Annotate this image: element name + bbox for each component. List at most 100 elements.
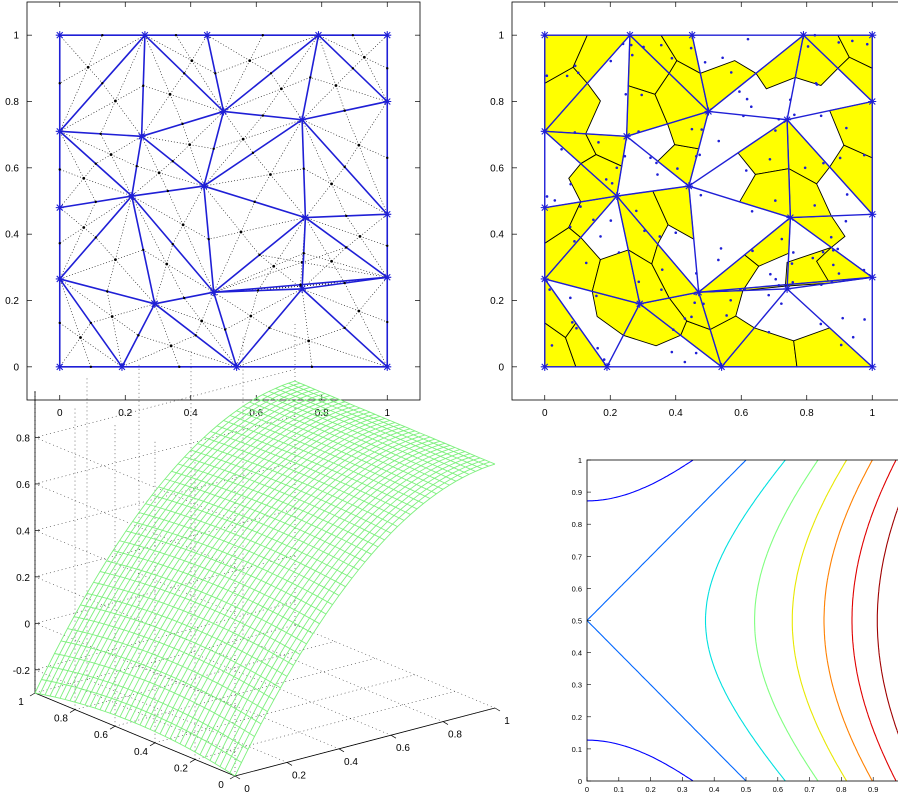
x-tick-label: 0.9 — [868, 785, 878, 794]
refinement-line — [83, 195, 132, 228]
edge-midpoint — [261, 114, 264, 117]
edge-midpoint — [386, 156, 389, 160]
edge-midpoint — [181, 122, 184, 126]
mesh-node-marker — [55, 362, 64, 371]
y-tick-label: 0.4 — [490, 230, 504, 241]
refinement-line — [95, 237, 116, 260]
mesh-node-marker — [209, 288, 218, 297]
sample-dot — [750, 209, 754, 213]
x-tick-label: 0.6 — [249, 408, 263, 419]
z-tick-label: 0.4 — [16, 526, 30, 537]
refinement-line — [213, 231, 242, 293]
refinement-line — [259, 254, 303, 263]
edge-midpoint — [386, 67, 389, 70]
mesh-node-marker — [150, 299, 159, 308]
refinement-line — [59, 337, 81, 368]
refinement-line — [281, 34, 319, 89]
mesh-edge — [544, 195, 617, 209]
centroid-dot — [181, 223, 185, 227]
sample-dot — [751, 249, 754, 253]
refinement-line — [270, 168, 304, 175]
mesh-edge — [616, 185, 689, 197]
refinement-line — [281, 77, 311, 90]
edge-midpoint — [94, 200, 97, 204]
edge-midpoint — [89, 321, 93, 325]
sample-dot — [643, 229, 646, 233]
y-tick-mark — [149, 742, 156, 747]
edge-midpoint — [137, 334, 140, 337]
mesh-node-marker — [540, 362, 549, 371]
sample-dot — [553, 199, 557, 202]
refinement-line — [240, 201, 255, 233]
refinement-line — [59, 100, 116, 132]
surface-line — [268, 390, 470, 475]
sample-dot — [670, 56, 674, 60]
mesh-edge — [786, 35, 805, 120]
refinement-line — [302, 262, 388, 278]
mesh-node-marker — [540, 274, 549, 283]
refinement-line — [166, 263, 185, 299]
sample-dot — [739, 288, 742, 291]
y-tick-label: 0.4 — [5, 230, 19, 241]
refinement-line — [254, 174, 271, 202]
refinement-line — [201, 320, 237, 368]
grid-line — [34, 601, 296, 754]
x-tick-mark — [442, 721, 449, 725]
refinement-line — [59, 131, 85, 179]
refinement-line — [240, 217, 306, 233]
sample-dot — [584, 261, 588, 265]
sample-dot — [550, 344, 554, 347]
refinement-line — [224, 315, 251, 330]
contour-level — [823, 460, 873, 781]
edge-midpoint — [94, 162, 97, 165]
mesh-edge — [616, 136, 628, 197]
refinement-line — [80, 337, 123, 368]
edge-midpoint — [212, 147, 215, 150]
refinement-line — [90, 316, 113, 324]
sample-dot — [862, 153, 866, 157]
refinement-line — [213, 291, 251, 317]
refinement-line — [270, 73, 282, 89]
refinement-line — [115, 100, 142, 137]
refinement-line — [203, 185, 242, 233]
sample-dot — [844, 219, 848, 223]
refinement-line — [208, 231, 242, 240]
refinement-line — [83, 178, 97, 202]
refinement-line — [273, 217, 306, 267]
contour-level — [704, 460, 786, 781]
sample-dot — [813, 204, 816, 207]
refinement-line — [331, 166, 345, 185]
y-tick-label: 0.6 — [572, 584, 582, 593]
yellow-patch — [743, 216, 791, 267]
sample-dot — [655, 161, 658, 165]
mesh-edge — [625, 35, 631, 137]
surface-line — [174, 438, 436, 742]
mesh-node-marker — [301, 213, 310, 222]
refinement-line — [87, 67, 103, 84]
surface-line — [44, 384, 306, 696]
surface-line — [184, 456, 385, 541]
x-axis-line — [234, 707, 496, 777]
x-tick-label: 0.7 — [804, 785, 814, 794]
surface-line — [80, 604, 281, 689]
x-tick-label: 0.8 — [448, 730, 462, 741]
sample-dot — [744, 169, 748, 172]
grid-line — [194, 691, 456, 760]
sample-dot — [749, 105, 753, 109]
sample-dot — [725, 314, 728, 317]
mesh-node-marker — [694, 288, 703, 297]
mesh-edge — [787, 276, 873, 290]
surface-line — [249, 401, 450, 486]
refinement-line — [301, 288, 359, 312]
mesh-node-marker — [868, 273, 877, 282]
z-tick-label: 0.8 — [16, 433, 30, 444]
mesh-edge — [544, 34, 631, 132]
refinement-line — [249, 60, 272, 74]
centroid-dot — [190, 59, 194, 62]
mesh-edge — [786, 100, 873, 121]
contour-level — [851, 460, 897, 781]
refinement-line — [59, 169, 84, 179]
refinement-line — [169, 73, 185, 95]
mesh-node-marker — [298, 284, 307, 293]
